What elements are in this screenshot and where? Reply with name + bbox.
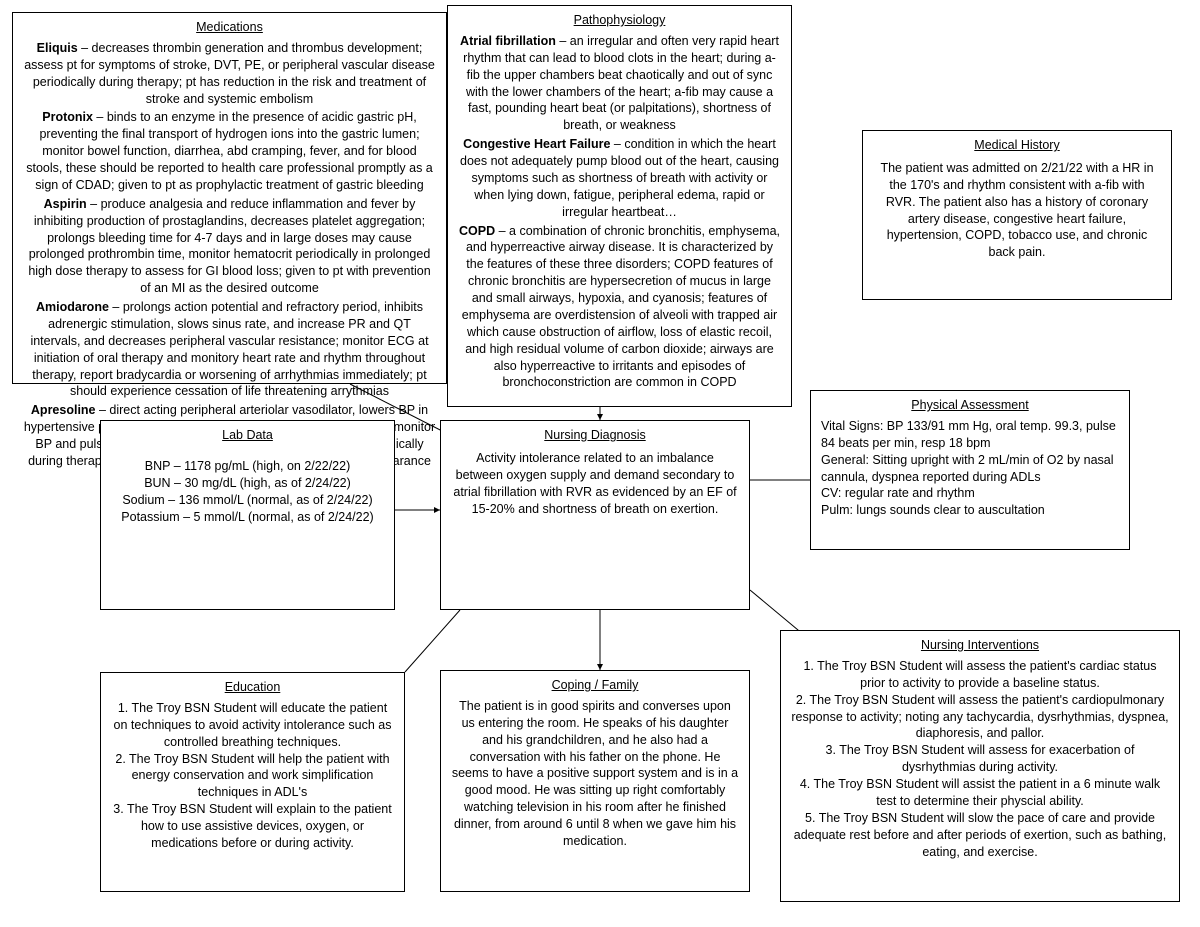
medications-box: Medications Eliquis – decreases thrombin… bbox=[12, 12, 447, 384]
condition-desc: – an irregular and often very rapid hear… bbox=[463, 34, 779, 132]
lab-line: Potassium – 5 mmol/L (normal, as of 2/24… bbox=[111, 509, 384, 526]
medication-name: Eliquis bbox=[37, 41, 78, 55]
nursing-diagnosis-box: Nursing Diagnosis Activity intolerance r… bbox=[440, 420, 750, 610]
condition-desc: – a combination of chronic bronchitis, e… bbox=[462, 224, 780, 390]
intervention-line: 5. The Troy BSN Student will slow the pa… bbox=[791, 810, 1169, 861]
condition-entry: Atrial fibrillation – an irregular and o… bbox=[458, 33, 781, 134]
assessment-line: CV: regular rate and rhythm bbox=[821, 485, 1119, 502]
medication-entry: Amiodarone – prolongs action potential a… bbox=[23, 299, 436, 400]
lab-line: BNP – 1178 pg/mL (high, on 2/22/22) bbox=[111, 458, 384, 475]
education-line: 3. The Troy BSN Student will explain to … bbox=[111, 801, 394, 852]
medication-desc: – prolongs action potential and refracto… bbox=[30, 300, 428, 398]
medication-name: Amiodarone bbox=[36, 300, 109, 314]
condition-name: COPD bbox=[459, 224, 495, 238]
coping-family-text: The patient is in good spirits and conve… bbox=[451, 698, 739, 850]
medication-name: Aspirin bbox=[44, 197, 87, 211]
coping-family-box: Coping / Family The patient is in good s… bbox=[440, 670, 750, 892]
pathophysiology-title: Pathophysiology bbox=[458, 12, 781, 29]
nursing-interventions-box: Nursing Interventions 1. The Troy BSN St… bbox=[780, 630, 1180, 902]
medical-history-box: Medical History The patient was admitted… bbox=[862, 130, 1172, 300]
assessment-line: Vital Signs: BP 133/91 mm Hg, oral temp.… bbox=[821, 418, 1119, 452]
education-box: Education 1. The Troy BSN Student will e… bbox=[100, 672, 405, 892]
pathophysiology-box: Pathophysiology Atrial fibrillation – an… bbox=[447, 5, 792, 407]
assessment-line: General: Sitting upright with 2 mL/min o… bbox=[821, 452, 1119, 486]
medication-name: Apresoline bbox=[31, 403, 96, 417]
nursing-diagnosis-title: Nursing Diagnosis bbox=[451, 427, 739, 444]
intervention-line: 3. The Troy BSN Student will assess for … bbox=[791, 742, 1169, 776]
intervention-line: 1. The Troy BSN Student will assess the … bbox=[791, 658, 1169, 692]
medications-title: Medications bbox=[23, 19, 436, 36]
intervention-line: 4. The Troy BSN Student will assist the … bbox=[791, 776, 1169, 810]
medication-entry: Protonix – binds to an enzyme in the pre… bbox=[23, 109, 436, 193]
medication-desc: – produce analgesia and reduce inflammat… bbox=[28, 197, 430, 295]
nursing-diagnosis-text: Activity intolerance related to an imbal… bbox=[451, 450, 739, 518]
medical-history-title: Medical History bbox=[873, 137, 1161, 154]
lab-data-title: Lab Data bbox=[111, 427, 384, 444]
physical-assessment-box: Physical Assessment Vital Signs: BP 133/… bbox=[810, 390, 1130, 550]
lab-data-box: Lab Data BNP – 1178 pg/mL (high, on 2/22… bbox=[100, 420, 395, 610]
intervention-line: 2. The Troy BSN Student will assess the … bbox=[791, 692, 1169, 743]
medical-history-text: The patient was admitted on 2/21/22 with… bbox=[873, 160, 1161, 261]
education-line: 1. The Troy BSN Student will educate the… bbox=[111, 700, 394, 751]
medication-desc: – decreases thrombin generation and thro… bbox=[24, 41, 435, 106]
condition-entry: Congestive Heart Failure – condition in … bbox=[458, 136, 781, 220]
physical-assessment-title: Physical Assessment bbox=[821, 397, 1119, 414]
coping-family-title: Coping / Family bbox=[451, 677, 739, 694]
condition-entry: COPD – a combination of chronic bronchit… bbox=[458, 223, 781, 392]
medication-name: Protonix bbox=[42, 110, 93, 124]
connector-line bbox=[405, 610, 460, 672]
education-line: 2. The Troy BSN Student will help the pa… bbox=[111, 751, 394, 802]
medication-entry: Aspirin – produce analgesia and reduce i… bbox=[23, 196, 436, 297]
condition-name: Atrial fibrillation bbox=[460, 34, 556, 48]
assessment-line: Pulm: lungs sounds clear to auscultation bbox=[821, 502, 1119, 519]
lab-line: BUN – 30 mg/dL (high, as of 2/24/22) bbox=[111, 475, 384, 492]
nursing-interventions-title: Nursing Interventions bbox=[791, 637, 1169, 654]
lab-line: Sodium – 136 mmol/L (normal, as of 2/24/… bbox=[111, 492, 384, 509]
condition-name: Congestive Heart Failure bbox=[463, 137, 610, 151]
education-title: Education bbox=[111, 679, 394, 696]
medication-entry: Eliquis – decreases thrombin generation … bbox=[23, 40, 436, 108]
